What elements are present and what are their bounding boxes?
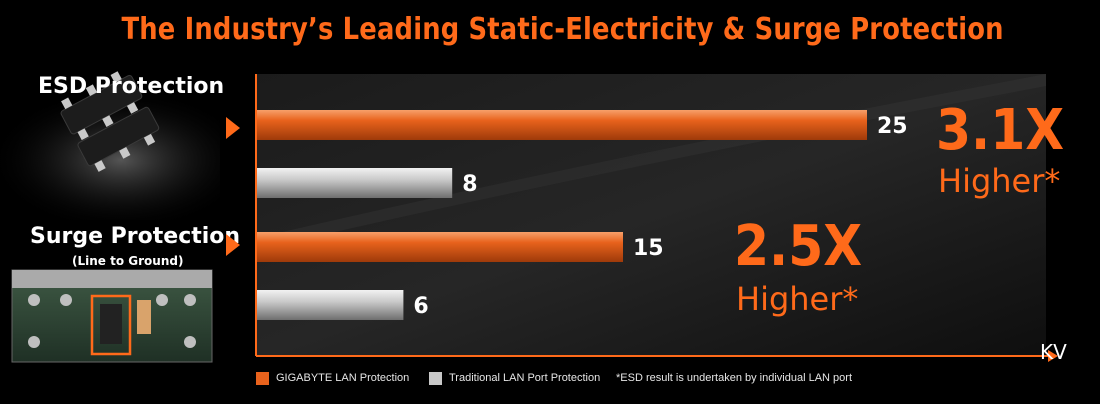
- esd-chip-image: [0, 71, 220, 220]
- legend-gigabyte-swatch: [256, 372, 269, 385]
- data-label-traditional-surge: 6: [413, 294, 428, 319]
- data-label-gigabyte-esd: 25: [877, 114, 908, 139]
- chart-title: The Industry’s Leading Static-Electricit…: [121, 12, 1004, 47]
- surge-protection-label: Surge Protection: [30, 224, 241, 249]
- surge-ratio: 2.5X: [734, 214, 863, 279]
- x-axis-unit-label: KV: [1040, 340, 1067, 364]
- esd-ratio: 3.1X: [936, 98, 1065, 163]
- esd-higher-text: Higher*: [938, 162, 1061, 200]
- bar-traditional-esd: [257, 168, 453, 198]
- data-label-traditional-esd: 8: [462, 172, 477, 197]
- legend-footnote: *ESD result is undertaken by individual …: [616, 372, 853, 384]
- surge-pointer-icon: [226, 234, 240, 256]
- bar-gigabyte-esd: [257, 110, 867, 140]
- surge-board-image: [11, 269, 213, 363]
- surge-higher-text: Higher*: [736, 280, 859, 318]
- legend-gigabyte-label: GIGABYTE LAN Protection: [276, 372, 410, 384]
- left-illustrations: [0, 71, 220, 363]
- legend-traditional-label: Traditional LAN Port Protection: [449, 372, 601, 384]
- bar-traditional-surge: [257, 290, 404, 320]
- x-axis-arrow-icon: [1048, 350, 1058, 362]
- bar-gigabyte-surge: [257, 232, 623, 262]
- surge-protection-sublabel: (Line to Ground): [72, 254, 184, 268]
- data-label-gigabyte-surge: 15: [633, 236, 664, 261]
- esd-pointer-icon: [226, 117, 240, 139]
- legend-traditional-swatch: [429, 372, 442, 385]
- esd-protection-label: ESD Protection: [38, 74, 225, 99]
